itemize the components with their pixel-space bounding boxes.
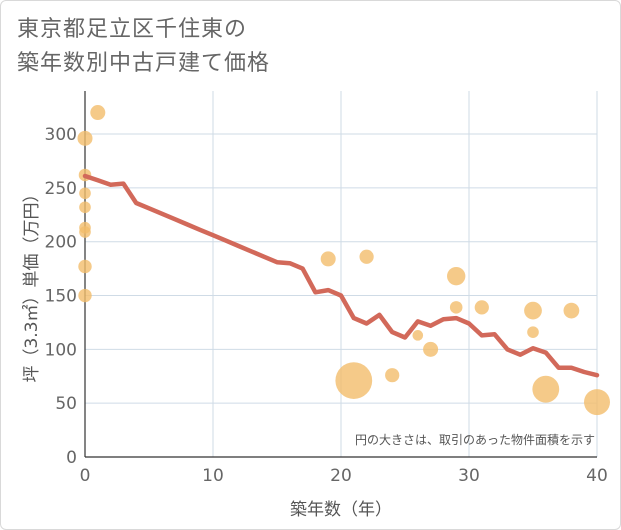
scatter-point-22 — [584, 389, 610, 416]
scatter-point-18 — [524, 301, 542, 320]
scatter-point-16 — [449, 301, 463, 314]
y-axis-label: 坪（3.3㎡）単価（万円） — [22, 185, 42, 382]
y-tick-label-1: 50 — [55, 394, 77, 414]
scatter-point-7 — [78, 259, 92, 274]
x-tick-label-0: 0 — [80, 466, 91, 486]
y-tick-label-6: 300 — [45, 125, 77, 145]
scatter-point-20 — [532, 375, 560, 403]
scatter-point-11 — [335, 362, 373, 399]
x-tick-label-1: 10 — [202, 466, 224, 486]
scatter-point-13 — [412, 330, 424, 341]
average-price-line — [82, 173, 600, 378]
x-tick-label-4: 40 — [586, 466, 608, 486]
scatter-point-21 — [563, 302, 580, 319]
scatter-point-1 — [77, 130, 93, 146]
scatter-point-19 — [527, 326, 539, 338]
scatter-point-10 — [359, 249, 374, 264]
scatter-point-15 — [447, 266, 466, 286]
scatter-point-14 — [423, 341, 439, 357]
y-tick-label-0: 0 — [66, 448, 77, 468]
scatter-point-12 — [385, 368, 400, 383]
bubble-size-note: 円の大きさは、取引のあった物件面積を示す — [355, 432, 595, 447]
scatter-point-0 — [90, 105, 106, 121]
scatter-point-4 — [79, 201, 91, 214]
chart-title-line-2: 築年数別中古戸建て価格 — [17, 51, 271, 76]
y-tick-label-2: 100 — [45, 340, 77, 360]
x-tick-label-2: 20 — [330, 466, 352, 486]
scatter-point-8 — [78, 288, 92, 303]
chart-title-line-1: 東京都足立区千住東の — [17, 17, 248, 42]
y-tick-label-4: 200 — [45, 233, 77, 253]
y-tick-label-3: 150 — [45, 287, 77, 307]
scatter-point-6 — [79, 226, 91, 238]
x-tick-label-3: 30 — [458, 466, 480, 486]
y-tick-label-5: 250 — [45, 179, 77, 199]
chart-title: 東京都足立区千住東の 築年数別中古戸建て価格 — [17, 13, 577, 81]
scatter-point-3 — [79, 187, 91, 200]
scatter-point-9 — [320, 251, 336, 267]
scatter-point-17 — [474, 300, 489, 315]
x-axis-label: 築年数（年） — [290, 500, 392, 520]
